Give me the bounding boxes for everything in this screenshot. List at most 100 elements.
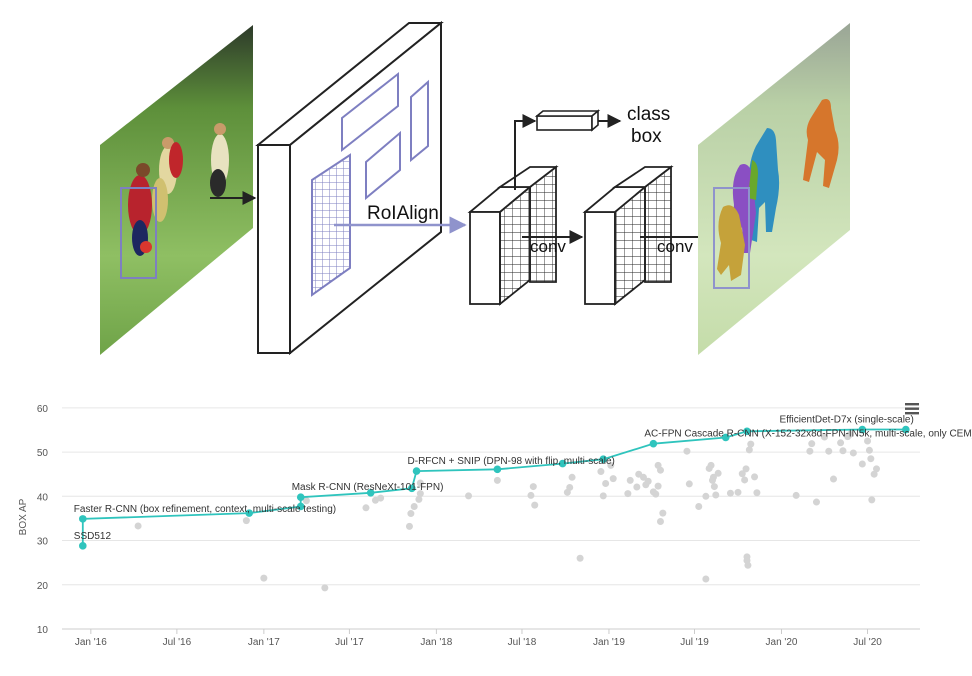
other-result-point[interactable]: [741, 476, 749, 484]
other-result-point[interactable]: [527, 491, 535, 499]
sota-point[interactable]: [858, 425, 867, 434]
other-result-point[interactable]: [260, 574, 268, 582]
other-result-point[interactable]: [416, 490, 424, 498]
chart-menu-icon[interactable]: [905, 403, 919, 415]
other-result-point[interactable]: [568, 473, 576, 481]
sota-point[interactable]: [408, 484, 416, 493]
other-result-point[interactable]: [302, 497, 310, 505]
sota-point[interactable]: [743, 427, 751, 436]
other-result-point[interactable]: [410, 502, 418, 510]
sota-point[interactable]: [79, 515, 87, 523]
other-result-point[interactable]: [576, 554, 584, 562]
other-result-point[interactable]: [751, 473, 759, 481]
sota-point[interactable]: [558, 459, 567, 468]
sota-point[interactable]: [721, 433, 730, 442]
other-result-point[interactable]: [738, 470, 746, 478]
other-result-point[interactable]: [656, 466, 664, 474]
player-figures: [120, 123, 229, 279]
other-result-point[interactable]: [654, 482, 662, 490]
conv-block-1: [467, 165, 559, 306]
sota-point[interactable]: [296, 502, 305, 511]
box-label: box: [631, 126, 662, 147]
other-result-point[interactable]: [744, 561, 752, 569]
other-result-point[interactable]: [415, 495, 423, 503]
other-result-point[interactable]: [633, 483, 641, 491]
other-result-point[interactable]: [865, 446, 873, 454]
other-result-point[interactable]: [792, 491, 800, 499]
other-result-point[interactable]: [134, 522, 142, 530]
sota-point[interactable]: [599, 455, 608, 463]
y-tick-label: 20: [37, 581, 49, 592]
other-result-point[interactable]: [726, 489, 734, 497]
other-result-point[interactable]: [868, 496, 876, 504]
other-result-point[interactable]: [734, 488, 742, 496]
sota-point[interactable]: [296, 493, 305, 501]
other-result-point[interactable]: [867, 455, 875, 463]
other-result-point[interactable]: [465, 492, 473, 500]
other-result-point[interactable]: [407, 510, 415, 518]
other-result-point[interactable]: [702, 575, 710, 583]
other-result-point[interactable]: [624, 490, 632, 498]
other-result-point[interactable]: [531, 501, 539, 509]
other-result-point[interactable]: [639, 473, 647, 481]
y-axis-label: BOX AP: [18, 498, 29, 535]
other-result-point[interactable]: [714, 469, 722, 477]
other-result-point[interactable]: [659, 509, 667, 517]
other-result-point[interactable]: [626, 476, 634, 484]
sota-point[interactable]: [493, 465, 502, 474]
other-result-point[interactable]: [812, 498, 820, 506]
other-result-point[interactable]: [870, 470, 878, 478]
other-result-point[interactable]: [566, 483, 574, 491]
other-result-point[interactable]: [652, 490, 660, 498]
other-result-point[interactable]: [873, 465, 881, 473]
other-result-point[interactable]: [712, 491, 720, 499]
other-result-point[interactable]: [837, 439, 845, 447]
other-result-point[interactable]: [685, 480, 693, 488]
other-result-point[interactable]: [821, 433, 829, 441]
x-tick-label: Jan '16: [75, 637, 107, 648]
x-tick-label: Jan '18: [420, 637, 452, 648]
other-result-point[interactable]: [829, 475, 837, 483]
other-result-point[interactable]: [858, 460, 866, 468]
other-result-point[interactable]: [529, 483, 537, 491]
other-result-point[interactable]: [710, 483, 718, 491]
other-result-point[interactable]: [702, 492, 710, 500]
other-result-point[interactable]: [599, 492, 607, 500]
other-result-point[interactable]: [416, 479, 424, 487]
sota-point[interactable]: [902, 425, 910, 434]
other-result-point[interactable]: [362, 504, 370, 512]
other-result-point[interactable]: [709, 473, 717, 481]
other-result-point[interactable]: [864, 437, 872, 445]
other-result-point[interactable]: [644, 477, 652, 485]
output-image: [698, 23, 850, 355]
other-result-point[interactable]: [707, 461, 715, 469]
other-result-point[interactable]: [609, 475, 617, 483]
other-result-point[interactable]: [597, 468, 605, 476]
sota-point[interactable]: [412, 467, 421, 475]
other-result-point[interactable]: [808, 440, 816, 448]
other-result-point[interactable]: [321, 584, 329, 592]
other-result-point[interactable]: [683, 447, 691, 455]
other-result-point[interactable]: [377, 494, 385, 502]
sota-point[interactable]: [649, 439, 658, 448]
other-result-point[interactable]: [839, 447, 847, 455]
other-result-point[interactable]: [493, 476, 501, 484]
sota-point[interactable]: [245, 509, 253, 517]
other-result-point[interactable]: [849, 449, 857, 457]
other-result-point[interactable]: [846, 430, 854, 438]
other-result-point[interactable]: [825, 447, 833, 455]
other-result-point[interactable]: [753, 489, 761, 497]
other-result-point[interactable]: [806, 447, 814, 455]
other-result-point[interactable]: [695, 502, 703, 510]
sota-point[interactable]: [366, 488, 375, 497]
other-result-point[interactable]: [607, 461, 615, 469]
other-result-point[interactable]: [405, 522, 413, 530]
other-result-point[interactable]: [747, 440, 755, 448]
x-tick-label: Jul '16: [163, 637, 192, 648]
sota-point[interactable]: [79, 542, 87, 550]
other-result-point[interactable]: [602, 479, 610, 487]
other-result-point[interactable]: [656, 518, 664, 526]
other-result-point[interactable]: [242, 517, 250, 525]
other-result-point[interactable]: [745, 446, 753, 454]
other-result-point[interactable]: [742, 465, 750, 473]
